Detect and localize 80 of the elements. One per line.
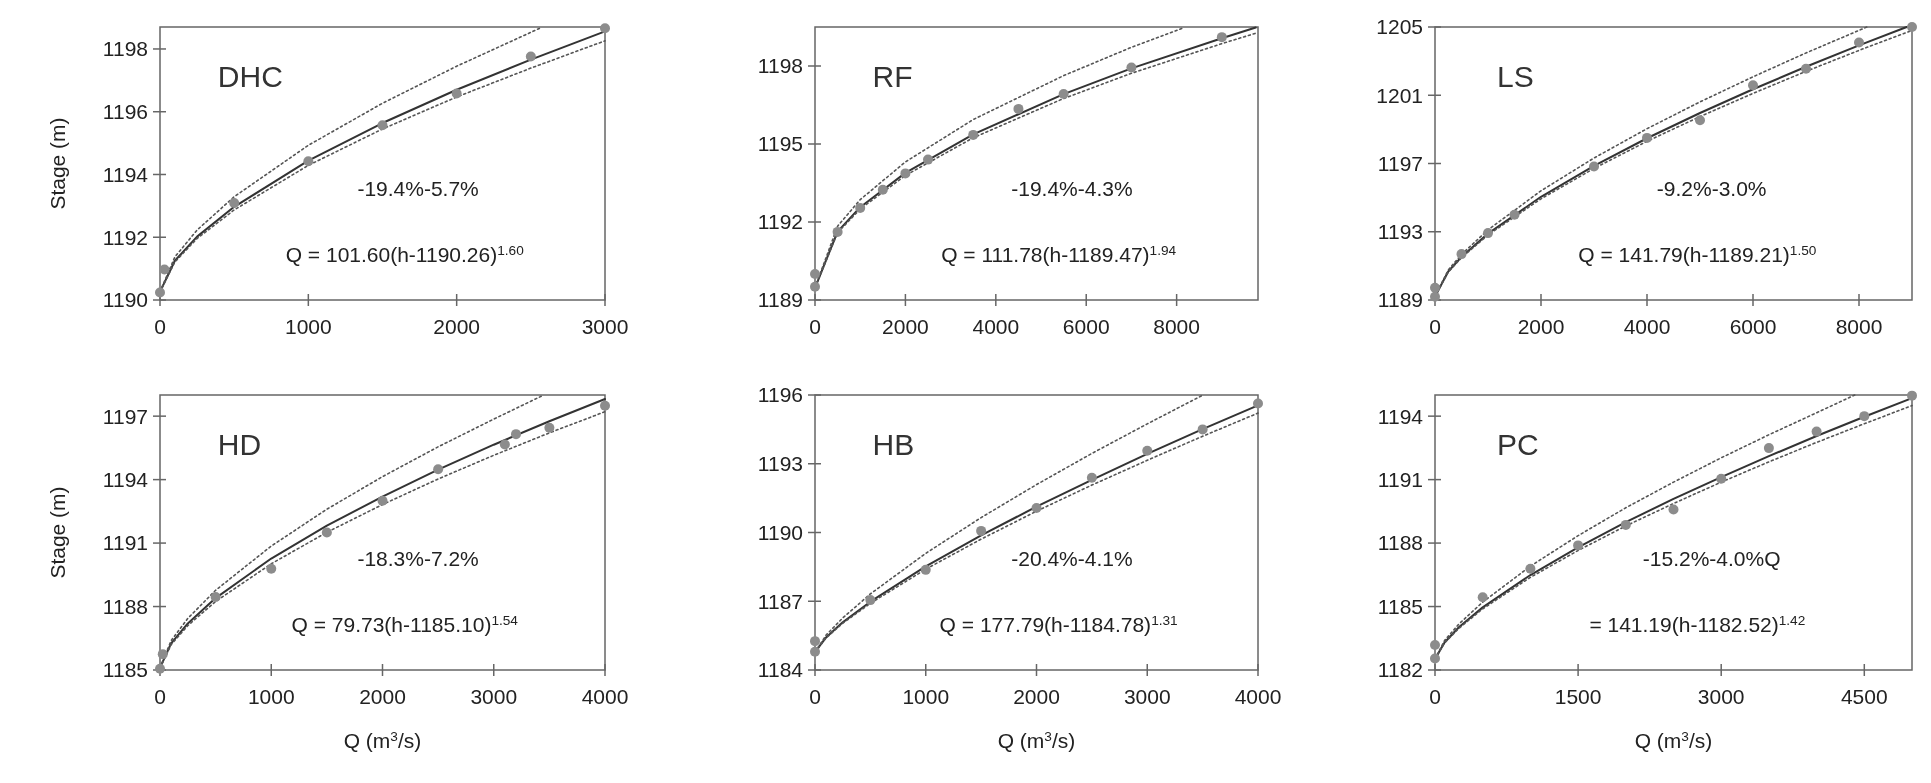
annotation: -9.2%-3.0% — [1656, 177, 1767, 201]
x-tick-label: 4500 — [1840, 685, 1888, 708]
y-tick-label: 1194 — [1377, 404, 1424, 428]
x-tick-label: 2000 — [1013, 685, 1060, 708]
annotation: Q = 141.79(h-1189.21)$^{1.50}$ — [1578, 242, 1817, 266]
x-tick-label: 4000 — [581, 685, 629, 708]
y-tick-label: 1195 — [757, 132, 803, 156]
text: HD — [217, 428, 262, 461]
y-tick-label: 1205 — [1376, 15, 1423, 39]
x-tick-label: 0 — [1429, 685, 1441, 708]
x-tick-label: 4000 — [1234, 685, 1282, 708]
text: DHC — [217, 60, 283, 93]
x-tick-label: 2000 — [1517, 315, 1565, 338]
text: PC — [1497, 428, 1539, 461]
x-tick-label: 1500 — [1554, 685, 1602, 708]
annotation: Q = 79.73(h-1185.10)$^{1.54}$ — [291, 612, 519, 636]
x-tick-label: 6000 — [1729, 315, 1777, 338]
y-tick-label: 1191 — [102, 531, 148, 555]
text: LS — [1497, 60, 1534, 93]
annotation: Q = 101.60(h-1190.26)$^{1.60}$ — [285, 242, 525, 266]
x-tick-label: 1000 — [247, 685, 295, 708]
text: RF — [872, 60, 913, 93]
x-tick-label: 2000 — [882, 315, 929, 338]
annotation: -15.2%-4.0%Q — [1642, 546, 1781, 570]
y-tick-label: 1188 — [1377, 531, 1423, 555]
y-tick-label: 1193 — [1377, 220, 1423, 244]
y-tick-label: 1184 — [757, 658, 804, 682]
x-axis-title: Q (m$^{3}$/s) — [1634, 728, 1713, 752]
y-axis-title: Stage (m) — [46, 117, 69, 210]
y-tick-label: 1194 — [102, 467, 149, 491]
y-tick-label: 1182 — [1377, 658, 1423, 682]
x-tick-label: 8000 — [1835, 315, 1883, 338]
x-tick-label: 3000 — [1697, 685, 1745, 708]
annotation: -20.4%-4.1% — [1011, 546, 1133, 570]
x-tick-label: 0 — [154, 315, 166, 338]
y-tick-label: 1189 — [757, 288, 803, 312]
x-tick-label: 6000 — [1062, 315, 1110, 338]
y-tick-label: 1198 — [102, 37, 148, 61]
x-tick-label: 3000 — [581, 315, 629, 338]
x-tick-label: 0 — [809, 685, 821, 708]
y-tick-label: 1201 — [1376, 83, 1423, 107]
annotation: Q = 111.78(h-1189.47)$^{1.94}$ — [941, 242, 1177, 266]
y-tick-label: 1190 — [102, 288, 148, 312]
annotation: -18.3%-7.2% — [357, 546, 479, 570]
y-tick-label: 1190 — [757, 520, 803, 544]
y-tick-label: 1189 — [1377, 288, 1423, 312]
x-tick-label: 3000 — [1123, 685, 1171, 708]
x-tick-label: 2000 — [359, 685, 406, 708]
x-axis-title: Q (m$^{3}$/s) — [343, 728, 422, 752]
y-tick-label: 1185 — [102, 658, 148, 682]
x-tick-label: 0 — [154, 685, 166, 708]
y-tick-label: 1191 — [1377, 467, 1423, 491]
y-tick-label: 1196 — [102, 100, 148, 124]
y-tick-label: 1192 — [102, 225, 148, 249]
x-tick-label: 8000 — [1153, 315, 1200, 338]
y-tick-label: 1197 — [1377, 151, 1423, 175]
x-tick-label: 4000 — [1623, 315, 1671, 338]
y-tick-label: 1198 — [757, 54, 803, 78]
y-tick-label: 1192 — [757, 210, 803, 234]
y-tick-label: 1193 — [757, 452, 803, 476]
x-tick-label: 0 — [1429, 315, 1441, 338]
annotation: Q = 177.79(h-1184.78)$^{1.31}$ — [939, 612, 1178, 636]
y-tick-label: 1187 — [757, 589, 803, 613]
y-tick-label: 1194 — [102, 162, 149, 186]
x-tick-label: 1000 — [284, 315, 332, 338]
x-tick-label: 0 — [809, 315, 821, 338]
y-tick-label: 1188 — [102, 594, 148, 618]
annotation: -19.4%-4.3% — [1011, 177, 1133, 201]
y-tick-label: 1196 — [757, 383, 803, 407]
annotation: = 141.19(h-1182.52)$^{1.42}$ — [1589, 612, 1806, 636]
x-tick-label: 1000 — [902, 685, 950, 708]
y-tick-label: 1185 — [1377, 594, 1423, 618]
x-tick-label: 2000 — [433, 315, 481, 338]
x-tick-label: 3000 — [470, 685, 518, 708]
x-tick-label: 4000 — [972, 315, 1020, 338]
annotation: -19.4%-5.7% — [357, 177, 479, 201]
y-tick-label: 1197 — [102, 404, 148, 428]
y-axis-title: Stage (m) — [46, 486, 69, 579]
text: HB — [872, 428, 915, 461]
x-axis-title: Q (m$^{3}$/s) — [997, 728, 1076, 752]
